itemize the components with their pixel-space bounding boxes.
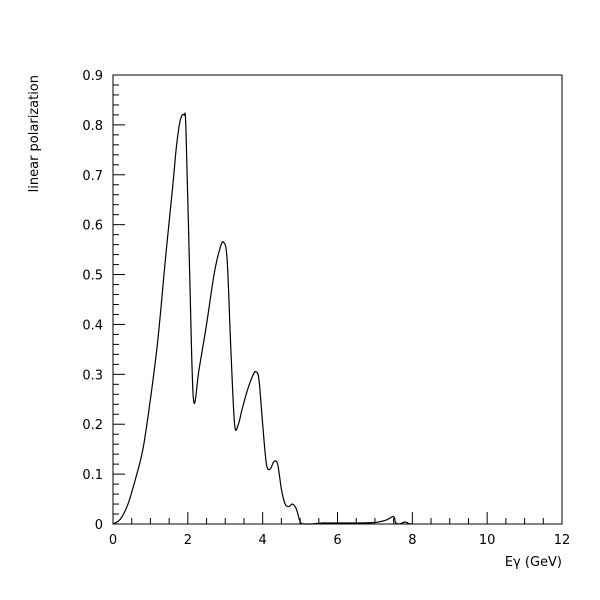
x-tick-label: 12 <box>554 533 571 548</box>
y-axis-title: linear polarization <box>27 75 42 192</box>
y-tick-label: 0.7 <box>82 169 103 184</box>
x-tick-label: 6 <box>333 533 341 548</box>
x-tick-label: 0 <box>109 533 117 548</box>
y-tick-label: 0.3 <box>82 368 103 383</box>
x-tick-label: 2 <box>184 533 192 548</box>
y-tick-label: 0.5 <box>82 269 103 284</box>
y-tick-label: 0.1 <box>82 468 103 483</box>
x-tick-label: 8 <box>408 533 416 548</box>
y-tick-label: 0.8 <box>82 119 103 134</box>
y-tick-label: 0 <box>95 518 103 533</box>
axis-ticks <box>112 74 563 525</box>
axis-tick-labels: 0 2 4 6 8 10 12 0 0.1 0.2 0.3 0.4 0.5 0.6 0.7 0.8 0.9 <box>82 69 570 548</box>
y-tick-label: 0.2 <box>82 418 103 433</box>
x-axis-title: Eγ (GeV) <box>505 555 562 570</box>
plot-frame <box>112 74 563 525</box>
y-tick-label: 0.4 <box>82 318 103 333</box>
y-tick-label: 0.9 <box>82 69 103 84</box>
x-tick-label: 4 <box>259 533 267 548</box>
x-tick-label: 10 <box>479 533 496 548</box>
y-tick-label: 0.6 <box>82 219 103 234</box>
series-line-linear-polarization <box>112 112 413 525</box>
